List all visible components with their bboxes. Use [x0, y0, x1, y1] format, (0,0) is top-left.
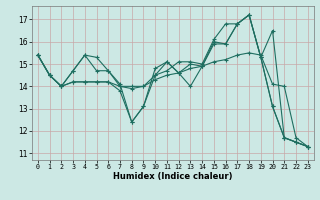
X-axis label: Humidex (Indice chaleur): Humidex (Indice chaleur): [113, 172, 233, 181]
